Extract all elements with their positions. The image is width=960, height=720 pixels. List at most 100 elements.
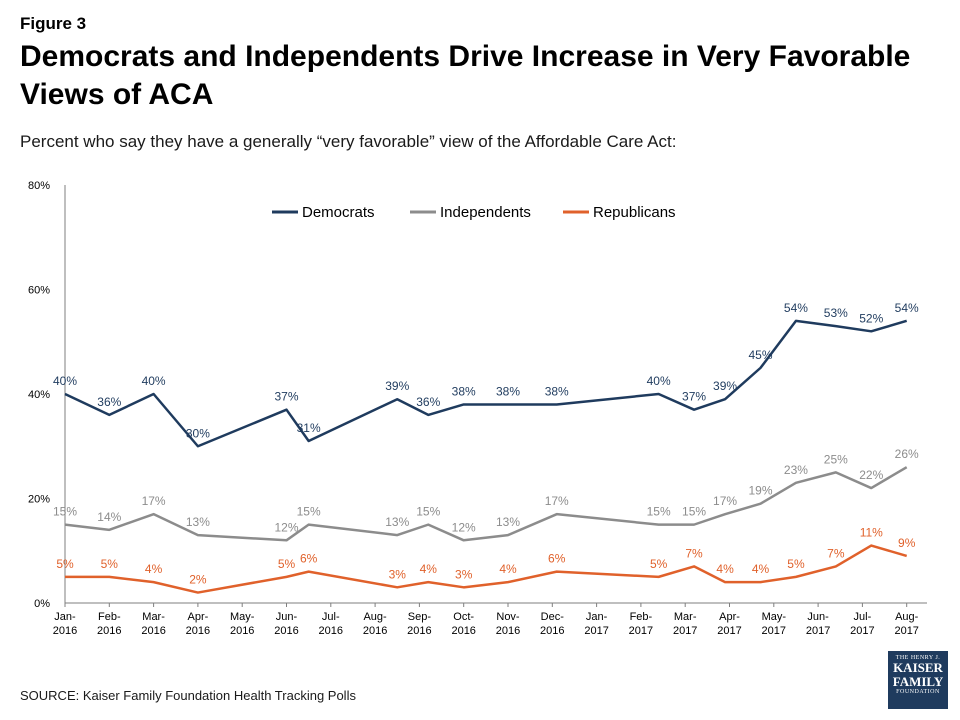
x-tick-label: May-: [762, 611, 787, 623]
data-label: 23%: [784, 463, 808, 477]
x-tick-label-year: 2017: [717, 625, 741, 637]
data-label: 54%: [895, 301, 919, 315]
data-label: 37%: [682, 390, 706, 404]
data-label: 4%: [752, 562, 770, 576]
x-tick-label-year: 2016: [186, 625, 210, 637]
x-tick-label-year: 2016: [451, 625, 475, 637]
data-label: 6%: [300, 552, 318, 566]
data-label: 36%: [97, 395, 121, 409]
data-label: 38%: [545, 384, 569, 398]
data-label: 4%: [716, 562, 734, 576]
x-tick-label: Jan-: [54, 611, 76, 623]
data-label: 7%: [827, 546, 845, 560]
data-label: 45%: [748, 348, 772, 362]
data-label: 39%: [713, 379, 737, 393]
chart-subtitle: Percent who say they have a generally “v…: [20, 132, 677, 151]
data-label: 12%: [452, 520, 476, 534]
data-label: 15%: [53, 505, 77, 519]
legend-label: Independents: [440, 204, 531, 221]
data-label: 53%: [824, 306, 848, 320]
x-tick-label: Jul-: [854, 611, 872, 623]
kff-logo: THE HENRY J. KAISER FAMILY FOUNDATION: [888, 651, 948, 709]
x-tick-label-year: 2017: [806, 625, 830, 637]
data-label: 19%: [748, 484, 772, 498]
x-tick-label-year: 2016: [274, 625, 298, 637]
data-label: 5%: [278, 557, 296, 571]
data-label: 52%: [859, 311, 883, 325]
data-label: 15%: [682, 505, 706, 519]
x-tick-label-year: 2016: [407, 625, 431, 637]
data-label: 13%: [186, 515, 210, 529]
x-tick-label: Jun-: [276, 611, 298, 623]
data-label: 13%: [385, 515, 409, 529]
x-tick-label: Aug-: [895, 611, 919, 623]
x-tick-label-year: 2017: [894, 625, 918, 637]
data-label: 7%: [685, 546, 703, 560]
x-tick-label-year: 2017: [762, 625, 786, 637]
x-tick-label-year: 2016: [141, 625, 165, 637]
x-tick-label: Apr-: [188, 611, 209, 623]
data-label: 14%: [97, 510, 121, 524]
data-label: 2%: [189, 573, 207, 587]
logo-line-3: FAMILY: [892, 674, 944, 689]
line-chart: 0% 20% 40% 60% 80% Jan- 2016 Feb- 2016 Mar- 2016 Ap…: [28, 180, 927, 637]
data-label: 38%: [452, 384, 476, 398]
data-label: 4%: [145, 562, 163, 576]
x-tick-label-year: 2016: [363, 625, 387, 637]
data-label: 4%: [499, 562, 517, 576]
x-tick-label: Apr-: [719, 611, 740, 623]
data-label: 17%: [545, 494, 569, 508]
data-label: 22%: [859, 468, 883, 482]
chart-title: Democrats and Independents Drive Increas…: [20, 40, 911, 111]
data-label: 12%: [274, 520, 298, 534]
x-tick-label: Feb-: [98, 611, 121, 623]
data-label: 11%: [860, 526, 883, 540]
x-tick-label: Sep-: [408, 611, 432, 623]
legend-label: Republicans: [593, 204, 676, 221]
figure-label: Figure 3: [20, 14, 87, 33]
y-tick-label: 60%: [28, 285, 50, 297]
data-label: 38%: [496, 384, 520, 398]
x-tick-label-year: 2017: [850, 625, 874, 637]
y-tick-label: 40%: [28, 389, 50, 401]
legend-label: Democrats: [302, 204, 375, 221]
data-label: 9%: [898, 536, 916, 550]
data-label: 5%: [787, 557, 805, 571]
source-note: SOURCE: Kaiser Family Foundation Health …: [20, 688, 356, 703]
x-tick-label: Jun-: [807, 611, 829, 623]
y-tick-label: 0%: [34, 598, 50, 610]
data-label: 6%: [548, 552, 566, 566]
logo-line-4: FOUNDATION: [896, 689, 940, 695]
data-label: 15%: [297, 505, 321, 519]
x-tick-label: Feb-: [630, 611, 653, 623]
x-tick-label-year: 2016: [319, 625, 343, 637]
x-tick-label-year: 2016: [53, 625, 77, 637]
x-tick-label: Mar-: [142, 611, 165, 623]
series-line-independents: [64, 466, 908, 542]
x-tick-label-year: 2016: [540, 625, 564, 637]
data-label: 40%: [647, 374, 671, 388]
data-label: 3%: [389, 567, 407, 581]
data-label: 3%: [455, 567, 473, 581]
data-label: 31%: [297, 421, 321, 435]
x-tick-label-year: 2017: [584, 625, 608, 637]
data-label: 17%: [142, 494, 166, 508]
data-label: 25%: [824, 452, 848, 466]
data-label: 15%: [416, 505, 440, 519]
x-tick-label-year: 2016: [230, 625, 254, 637]
data-label: 40%: [53, 374, 77, 388]
series-line-democrats: [64, 319, 908, 448]
data-label: 15%: [647, 505, 671, 519]
data-label: 5%: [650, 557, 668, 571]
data-label: 13%: [496, 515, 520, 529]
data-label: 37%: [274, 390, 298, 404]
x-tick-label: Oct-: [453, 611, 474, 623]
data-label: 39%: [385, 379, 409, 393]
data-label: 36%: [416, 395, 440, 409]
series-line-republicans: [65, 544, 908, 594]
x-tick-label: Mar-: [674, 611, 697, 623]
data-label: 40%: [142, 374, 166, 388]
x-tick-label-year: 2016: [97, 625, 121, 637]
x-tick-label: Dec-: [541, 611, 565, 623]
data-label: 4%: [420, 562, 438, 576]
